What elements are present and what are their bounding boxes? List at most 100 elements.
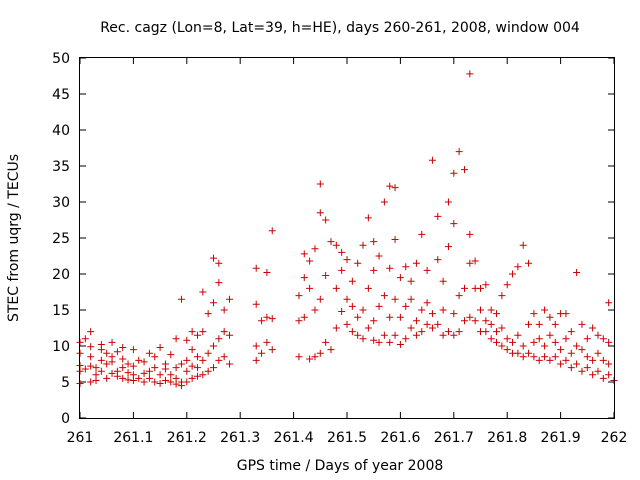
data-point bbox=[455, 148, 463, 156]
data-point bbox=[354, 313, 362, 321]
data-point bbox=[578, 346, 586, 354]
data-point bbox=[487, 335, 495, 343]
data-point bbox=[263, 338, 271, 346]
data-point bbox=[220, 306, 228, 314]
data-point bbox=[391, 184, 399, 192]
data-point bbox=[380, 198, 388, 206]
data-point bbox=[268, 346, 276, 354]
data-point bbox=[573, 269, 581, 277]
data-point bbox=[145, 374, 153, 382]
data-point bbox=[589, 371, 597, 379]
data-point bbox=[460, 166, 468, 174]
data-point bbox=[210, 299, 217, 307]
data-point bbox=[487, 320, 495, 328]
data-point bbox=[87, 343, 95, 351]
x-tick-label: 261.8 bbox=[487, 430, 527, 446]
data-point bbox=[589, 324, 597, 332]
data-point bbox=[391, 331, 399, 339]
x-tick-label: 261.2 bbox=[167, 430, 207, 446]
data-point bbox=[268, 227, 276, 235]
data-point bbox=[188, 328, 196, 336]
data-point bbox=[354, 259, 362, 267]
data-point bbox=[151, 353, 159, 361]
x-tick-label: 261.7 bbox=[434, 430, 474, 446]
data-point bbox=[428, 156, 436, 164]
axis-ticks: 261 261.1 261.2 261.3 261.4 261.5 261.6 261.7 26… bbox=[52, 51, 627, 446]
data-point bbox=[423, 266, 431, 274]
data-point bbox=[535, 335, 543, 343]
data-point bbox=[215, 279, 223, 287]
y-tick-label: 35 bbox=[52, 159, 70, 175]
plot-frame bbox=[79, 57, 615, 419]
data-point bbox=[220, 353, 228, 361]
data-point bbox=[567, 328, 575, 336]
data-point bbox=[428, 324, 436, 332]
data-point bbox=[156, 343, 164, 351]
data-point bbox=[135, 374, 143, 382]
y-tick-label: 20 bbox=[52, 267, 70, 283]
data-point bbox=[359, 335, 367, 343]
data-point bbox=[359, 306, 367, 314]
data-point bbox=[199, 356, 207, 364]
data-point bbox=[161, 377, 169, 385]
y-tick-label: 0 bbox=[61, 411, 70, 427]
data-point bbox=[514, 331, 522, 339]
data-point bbox=[418, 306, 426, 314]
data-point bbox=[119, 355, 127, 363]
data-point bbox=[525, 320, 533, 328]
data-point bbox=[332, 324, 340, 332]
data-point bbox=[477, 306, 484, 314]
data-point bbox=[583, 364, 591, 372]
data-point bbox=[396, 274, 404, 282]
data-point bbox=[252, 356, 260, 364]
data-point bbox=[252, 342, 260, 350]
data-point bbox=[375, 338, 383, 346]
data-point bbox=[444, 243, 452, 251]
data-point bbox=[594, 331, 602, 339]
data-point bbox=[370, 317, 378, 325]
y-tick-label: 15 bbox=[52, 303, 70, 319]
data-point bbox=[215, 356, 223, 364]
data-point bbox=[594, 367, 602, 375]
data-point bbox=[338, 248, 346, 256]
data-point bbox=[498, 324, 506, 332]
data-point bbox=[183, 367, 191, 375]
data-point bbox=[124, 360, 132, 368]
data-point bbox=[583, 335, 591, 343]
data-point bbox=[530, 310, 538, 318]
data-point bbox=[546, 313, 554, 321]
data-point bbox=[439, 277, 447, 285]
data-point bbox=[193, 353, 201, 361]
data-point bbox=[204, 310, 212, 318]
x-tick-label: 262 bbox=[601, 430, 628, 446]
data-point bbox=[316, 295, 324, 303]
data-point bbox=[466, 259, 474, 267]
data-point bbox=[402, 302, 410, 310]
data-point bbox=[466, 313, 474, 321]
data-point bbox=[119, 364, 127, 372]
data-point bbox=[348, 302, 356, 310]
data-point bbox=[215, 259, 223, 267]
data-point bbox=[87, 328, 95, 336]
x-tick-label: 261.5 bbox=[327, 430, 367, 446]
data-point bbox=[493, 310, 501, 318]
data-point bbox=[145, 367, 153, 375]
data-point bbox=[316, 349, 324, 357]
data-point bbox=[605, 338, 613, 346]
data-point bbox=[605, 360, 613, 368]
data-point bbox=[97, 341, 105, 349]
data-point bbox=[482, 317, 490, 325]
data-point bbox=[210, 254, 217, 262]
data-point bbox=[541, 342, 549, 350]
data-point bbox=[477, 284, 484, 292]
data-point bbox=[87, 353, 95, 361]
data-point bbox=[108, 338, 116, 346]
data-point bbox=[338, 307, 346, 315]
x-axis-label: GPS time / Days of year 2008 bbox=[237, 458, 444, 474]
data-point bbox=[311, 245, 319, 253]
data-point bbox=[455, 292, 463, 300]
data-point bbox=[300, 274, 308, 282]
x-tick-label: 261.6 bbox=[380, 430, 420, 446]
data-point bbox=[140, 378, 148, 386]
data-point bbox=[322, 216, 330, 224]
